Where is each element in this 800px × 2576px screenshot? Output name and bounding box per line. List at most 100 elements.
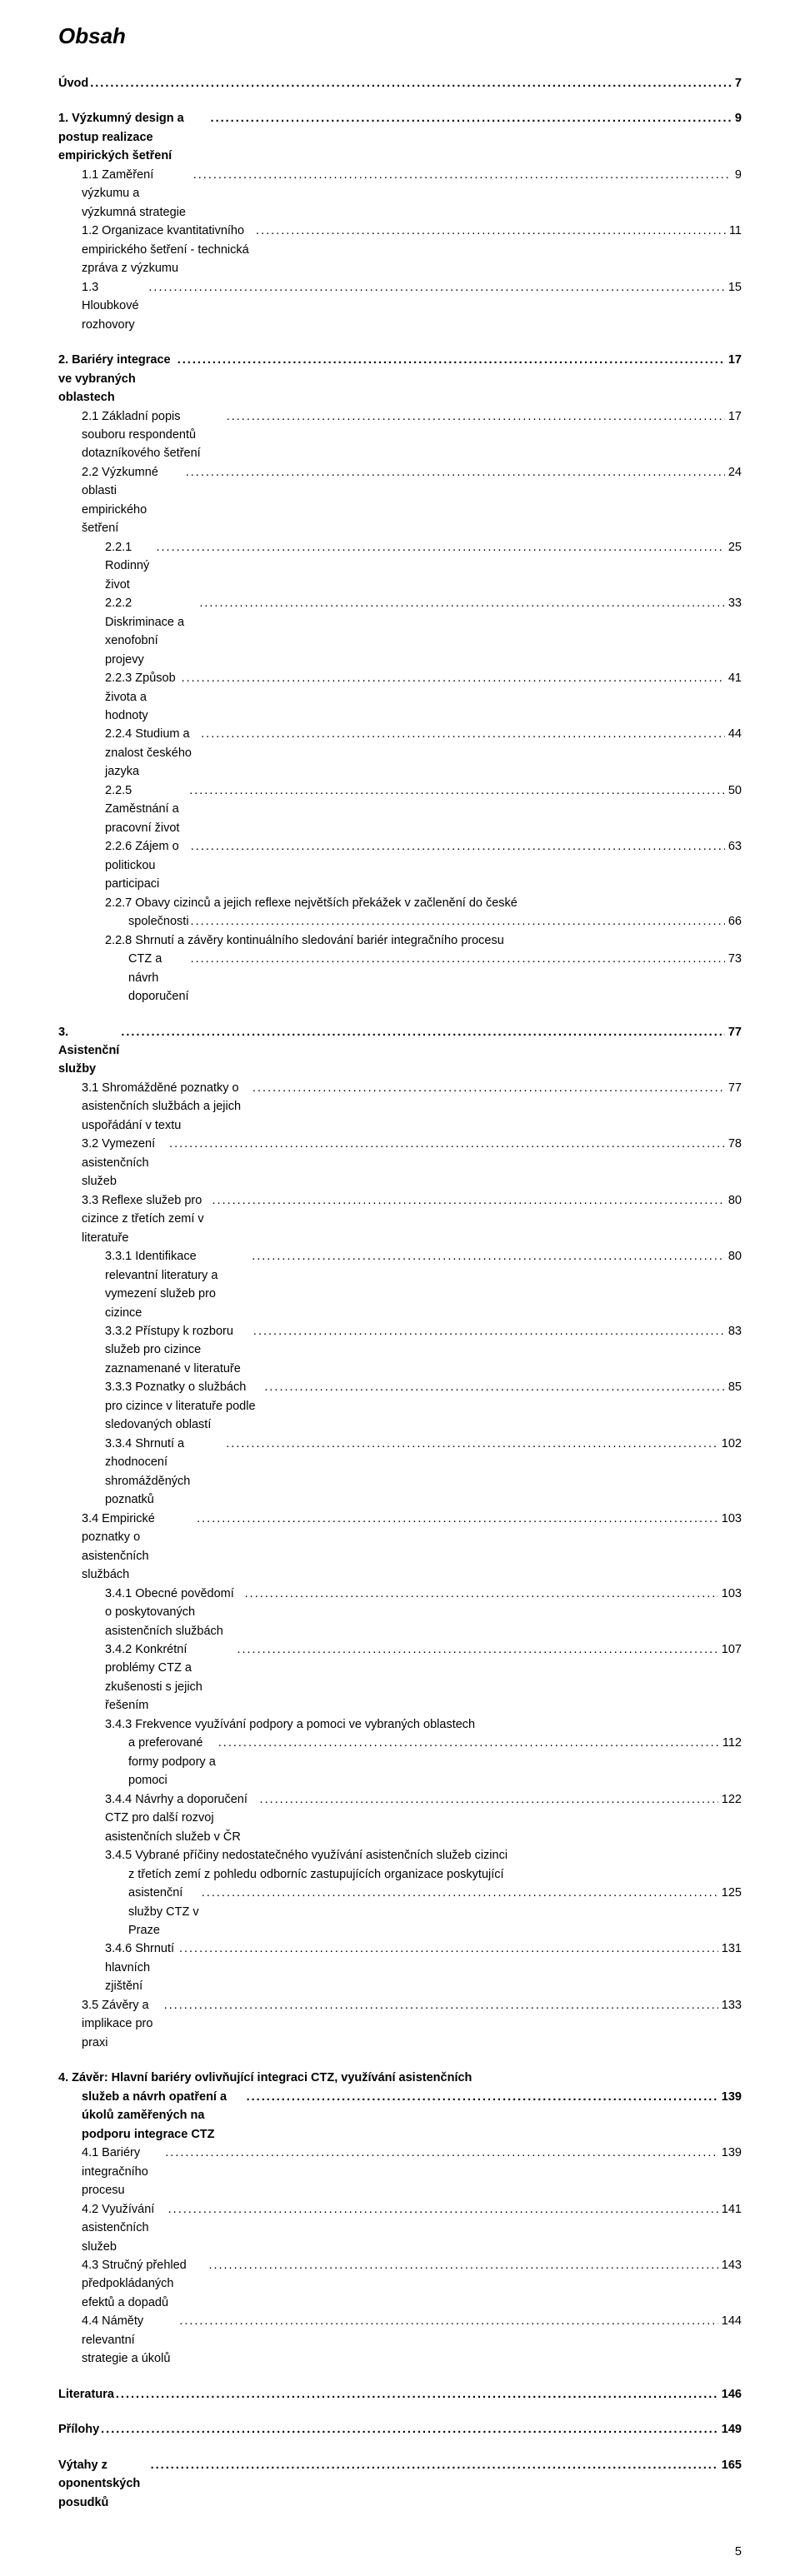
toc-entry: společnosti66 (58, 912, 742, 931)
toc-entry: 1. Výzkumný design a postup realizace em… (58, 109, 742, 165)
toc-entry-label: 3.5 Závěry a implikace pro praxi (82, 1996, 162, 2052)
toc-dots (245, 2088, 718, 2106)
toc-entry-page: 102 (718, 1435, 742, 1453)
toc-entry-page: 17 (725, 407, 742, 426)
toc-entry-page: 77 (725, 1023, 742, 1041)
toc-entry-page: 143 (718, 2256, 742, 2274)
toc-dots (188, 781, 725, 800)
toc-dots (168, 1135, 725, 1153)
toc-dots (149, 2456, 718, 2474)
toc-dots (119, 1023, 725, 1041)
toc-entry: 3.1 Shromážděné poznatky o asistenčních … (58, 1079, 742, 1135)
toc-entry-label: 4.3 Stručný přehled předpokládaných efek… (82, 2256, 207, 2312)
toc-entry-wrap: 4. Závěr: Hlavní bariéry ovlivňující int… (58, 2069, 742, 2087)
toc-entry: 2. Bariéry integrace ve vybraných oblast… (58, 351, 742, 407)
toc-entry-wrap: 3.4.5 Vybrané příčiny nedostatečného vyu… (58, 1846, 742, 1865)
toc-entry-page: 146 (718, 2385, 742, 2404)
toc-entry: 2.2.5 Zaměstnání a pracovní život50 (58, 781, 742, 837)
toc-entry-label: 2. Bariéry integrace ve vybraných oblast… (58, 351, 176, 407)
toc-entry: 2.2.4 Studium a znalost českého jazyka44 (58, 725, 742, 781)
page-number: 5 (58, 2545, 742, 2559)
toc-entry: 3.2 Vymezení asistenčních služeb 78 (58, 1135, 742, 1191)
toc-entry-label: 2.2 Výzkumné oblasti empirického šetření (82, 463, 184, 538)
toc-entry: 2.2.1 Rodinný život25 (58, 538, 742, 594)
toc-entry-page: 41 (725, 669, 742, 687)
toc-entry-label: společnosti (128, 912, 189, 931)
toc-entry-page: 33 (725, 594, 742, 612)
toc-dots (235, 1640, 718, 1659)
toc-dots (189, 837, 725, 856)
toc-entry-label: 3.2 Vymezení asistenčních služeb (82, 1135, 168, 1191)
toc-entry-page: 131 (718, 1939, 742, 1958)
toc-entry-wrap: 2.2.8 Shrnutí a závěry kontinuálního sle… (58, 931, 742, 950)
toc-entry-page: 78 (725, 1135, 742, 1153)
toc-entry: 3.3.3 Poznatky o službách pro cizince v … (58, 1378, 742, 1434)
toc-dots (200, 1884, 718, 1902)
toc-dots (209, 109, 732, 127)
toc-dots (147, 278, 724, 297)
toc-entry-label: 3. Asistenční služby (58, 1023, 119, 1079)
toc-container: Úvod7 1. Výzkumný design a postup realiza… (58, 74, 742, 2512)
toc-entry-page: 9 (732, 166, 742, 184)
toc-entry-wrap: 2.2.7 Obavy cizinců a jejich reflexe nej… (58, 894, 742, 912)
toc-entry-label: 3.1 Shromážděné poznatky o asistenčních … (82, 1079, 251, 1135)
toc-dots (184, 463, 725, 482)
toc-entry: Přílohy149 (58, 2420, 742, 2439)
toc-dots (176, 351, 725, 369)
toc-dots (178, 1939, 718, 1958)
toc-dots (199, 725, 725, 743)
toc-entry-label: 3.3.3 Poznatky o službách pro cizince v … (105, 1378, 262, 1434)
toc-entry: 2.2.6 Zájem o politickou participaci63 (58, 837, 742, 893)
toc-entry: 4.2 Využívání asistenčních služeb141 (58, 2200, 742, 2256)
toc-section: 1. Výzkumný design a postup realizace em… (58, 109, 742, 334)
toc-dots (262, 1378, 725, 1396)
toc-entry: 3.4.1 Obecné povědomí o poskytovaných as… (58, 1585, 742, 1640)
toc-section: Výtahy z oponentských posudků165 (58, 2456, 742, 2512)
toc-dots (189, 912, 725, 931)
toc-entry-page: 141 (718, 2200, 742, 2219)
toc-dots (211, 1191, 725, 1210)
toc-entry-label: asistenční služby CTZ v Praze (128, 1884, 200, 1939)
toc-entry-page: 17 (725, 351, 742, 369)
toc-entry: Úvod7 (58, 74, 742, 92)
toc-dots (162, 1996, 718, 2014)
toc-entry: 4.4 Náměty relevantní strategie a úkolů1… (58, 2312, 742, 2368)
toc-entry-label: Výtahy z oponentských posudků (58, 2456, 149, 2512)
toc-entry-page: 107 (718, 1640, 742, 1659)
toc-entry-label: 3.3 Reflexe služeb pro cizince z třetích… (82, 1191, 211, 1247)
toc-entry: Výtahy z oponentských posudků165 (58, 2456, 742, 2512)
toc-section: Přílohy149 (58, 2420, 742, 2439)
toc-dots (195, 1510, 718, 1528)
toc-entry: 2.2.2 Diskriminace a xenofobní projevy 33 (58, 594, 742, 669)
toc-section: 2. Bariéry integrace ve vybraných oblast… (58, 351, 742, 1006)
toc-entry-page: 103 (718, 1585, 742, 1603)
toc-entry-label: 1.2 Organizace kvantitativního empirické… (82, 222, 254, 277)
toc-entry-label: 3.4.4 Návrhy a doporučení CTZ pro další … (105, 1790, 258, 1846)
toc-dots (250, 1247, 725, 1266)
toc-entry-page: 83 (725, 1322, 742, 1340)
toc-entry: 3.4.2 Konkrétní problémy CTZ a zkušenost… (58, 1640, 742, 1715)
toc-dots (167, 2200, 718, 2219)
toc-dots (225, 407, 725, 426)
toc-entry-page: 139 (718, 2088, 742, 2106)
toc-entry-label: 2.2.5 Zaměstnání a pracovní život (105, 781, 188, 837)
toc-dots (163, 2144, 718, 2162)
toc-entry-page: 112 (719, 1734, 742, 1752)
toc-entry: 2.1 Základní popis souboru respondentů d… (58, 407, 742, 463)
toc-entry-page: 80 (725, 1191, 742, 1210)
toc-dots (224, 1435, 718, 1453)
toc-entry-label: 3.3.4 Shrnutí a zhodnocení shromážděných… (105, 1435, 224, 1510)
toc-entry-label: 2.2.4 Studium a znalost českého jazyka (105, 725, 199, 781)
toc-entry-label: 2.2.2 Diskriminace a xenofobní projevy (105, 594, 198, 669)
toc-dots (180, 669, 725, 687)
toc-entry-page: 7 (732, 74, 742, 92)
toc-entry-page: 25 (725, 538, 742, 557)
toc-entry: asistenční služby CTZ v Praze125 (58, 1884, 742, 1939)
toc-entry-label: 2.2.3 Způsob života a hodnoty (105, 669, 180, 725)
toc-entry: CTZ a návrh doporučení73 (58, 950, 742, 1006)
toc-entry-page: 80 (725, 1247, 742, 1266)
toc-entry: 3.3 Reflexe služeb pro cizince z třetích… (58, 1191, 742, 1247)
toc-entry-label: 1.1 Zaměření výzkumu a výzkumná strategi… (82, 166, 192, 222)
toc-entry-wrap: 3.4.3 Frekvence využívání podpory a pomo… (58, 1715, 742, 1734)
toc-entry-page: 63 (725, 837, 742, 856)
